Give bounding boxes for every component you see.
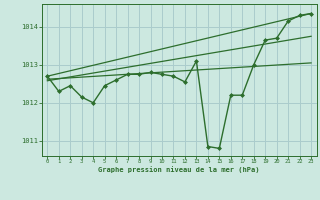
X-axis label: Graphe pression niveau de la mer (hPa): Graphe pression niveau de la mer (hPa) xyxy=(99,166,260,173)
